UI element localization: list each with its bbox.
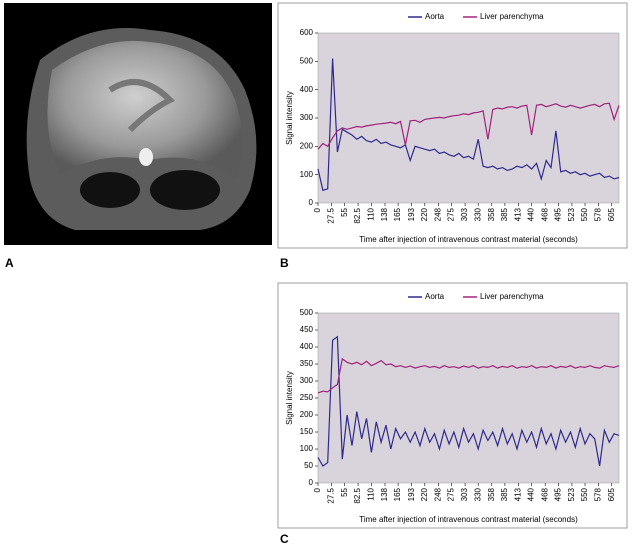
x-axis-label: Time after injection of intravenous cont… <box>359 235 578 244</box>
x-tick-label: 138 <box>380 487 389 501</box>
x-tick-label: 0 <box>313 487 322 492</box>
x-tick-label: 358 <box>487 487 496 501</box>
data-line <box>317 357 620 394</box>
y-tick-label: 0 <box>309 198 314 207</box>
x-tick-label: 27.5 <box>326 487 335 503</box>
x-tick-label: 468 <box>540 487 549 501</box>
x-tick-label: 55 <box>340 207 349 216</box>
y-tick-label: 300 <box>300 376 314 385</box>
legend-label: Aorta <box>425 12 445 21</box>
x-tick-label: 303 <box>460 487 469 501</box>
y-tick-label: 50 <box>304 461 313 470</box>
legend-label: Liver parenchyma <box>480 292 544 301</box>
x-axis-label: Time after injection of intravenous cont… <box>359 515 578 524</box>
x-tick-label: 358 <box>487 207 496 221</box>
panel-label: C <box>280 532 289 546</box>
x-tick-label: 220 <box>420 487 429 501</box>
x-tick-label: 578 <box>594 207 603 221</box>
x-tick-label: 27.5 <box>326 207 335 223</box>
data-line <box>317 58 620 192</box>
x-tick-label: 330 <box>473 487 482 501</box>
data-line <box>317 335 620 467</box>
x-tick-label: 413 <box>514 207 523 221</box>
legend-label: Liver parenchyma <box>480 12 544 21</box>
x-tick-label: 330 <box>473 207 482 221</box>
legend-label: Aorta <box>425 292 445 301</box>
x-tick-label: 110 <box>367 487 376 500</box>
plot-area <box>317 32 620 204</box>
panel-label: A <box>5 256 14 270</box>
x-tick-label: 495 <box>553 487 562 501</box>
x-tick-label: 193 <box>407 487 416 501</box>
y-axis-label: Signal intensity <box>285 91 294 145</box>
y-tick-label: 250 <box>300 393 314 402</box>
y-tick-label: 150 <box>300 427 314 436</box>
x-tick-label: 523 <box>567 487 576 501</box>
x-tick-label: 440 <box>527 207 536 221</box>
y-tick-label: 200 <box>300 410 314 419</box>
y-tick-label: 500 <box>300 56 314 65</box>
x-tick-label: 165 <box>393 207 402 221</box>
x-tick-label: 248 <box>434 487 443 501</box>
x-tick-label: 605 <box>607 487 616 501</box>
x-tick-label: 165 <box>393 487 402 501</box>
panel-label: B <box>280 256 289 270</box>
x-tick-label: 193 <box>407 207 416 221</box>
plot-area <box>317 312 620 484</box>
y-tick-label: 0 <box>309 478 314 487</box>
x-tick-label: 138 <box>380 207 389 221</box>
x-tick-label: 82.5 <box>353 487 362 503</box>
x-tick-label: 440 <box>527 487 536 501</box>
y-tick-label: 100 <box>300 444 314 453</box>
x-tick-label: 0 <box>313 207 322 212</box>
y-tick-label: 200 <box>300 141 314 150</box>
y-axis-label: Signal intensity <box>285 371 294 425</box>
x-tick-label: 303 <box>460 207 469 221</box>
y-tick-label: 350 <box>300 359 314 368</box>
y-tick-label: 300 <box>300 113 314 122</box>
y-tick-label: 400 <box>300 342 314 351</box>
x-tick-label: 220 <box>420 207 429 221</box>
x-tick-label: 385 <box>500 207 509 221</box>
x-tick-label: 578 <box>594 487 603 501</box>
x-tick-label: 413 <box>514 487 523 501</box>
y-tick-label: 100 <box>300 170 314 179</box>
x-tick-label: 385 <box>500 487 509 501</box>
x-tick-label: 468 <box>540 207 549 221</box>
x-tick-label: 82.5 <box>353 207 362 223</box>
x-tick-label: 523 <box>567 207 576 221</box>
y-tick-label: 600 <box>300 28 314 37</box>
y-tick-label: 500 <box>300 308 314 317</box>
x-tick-label: 550 <box>580 487 589 501</box>
x-tick-label: 605 <box>607 207 616 221</box>
x-tick-label: 55 <box>340 487 349 496</box>
mri-image <box>4 3 272 245</box>
y-tick-label: 400 <box>300 85 314 94</box>
x-tick-label: 275 <box>447 487 456 501</box>
data-line <box>317 102 620 150</box>
x-tick-label: 110 <box>367 207 376 220</box>
y-tick-label: 450 <box>300 325 314 334</box>
x-tick-label: 495 <box>553 207 562 221</box>
x-tick-label: 275 <box>447 207 456 221</box>
x-tick-label: 550 <box>580 207 589 221</box>
x-tick-label: 248 <box>434 207 443 221</box>
